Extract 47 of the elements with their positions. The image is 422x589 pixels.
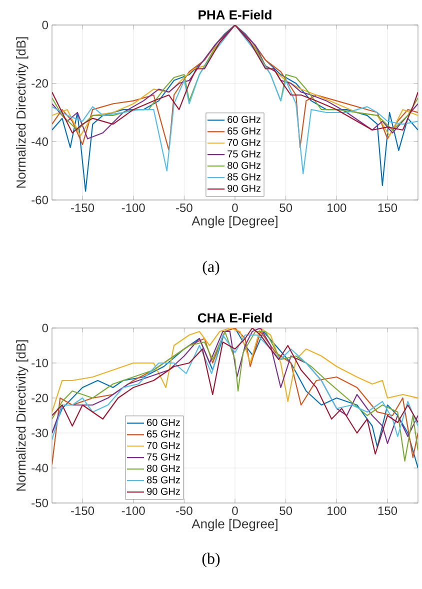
x-tick-label: 0 bbox=[232, 204, 238, 212]
legend-label: 90 GHz bbox=[147, 488, 180, 495]
x-tick-label: -150 bbox=[71, 204, 94, 212]
legend-label: 90 GHz bbox=[228, 184, 261, 192]
y-tick-label: -40 bbox=[32, 464, 48, 472]
x-tick-label: 150 bbox=[378, 506, 398, 516]
legend-label: 60 GHz bbox=[228, 116, 261, 123]
y-tick-label: -20 bbox=[32, 394, 48, 402]
legend-label: 75 GHz bbox=[147, 453, 180, 460]
legend-label: 65 GHz bbox=[147, 430, 180, 438]
x-tick-label: -150 bbox=[71, 506, 94, 516]
text: (b) bbox=[202, 552, 220, 568]
chart-title: CHA E-Field bbox=[198, 312, 272, 322]
y-tick-label: 0 bbox=[42, 324, 48, 332]
y-tick-label: -30 bbox=[32, 428, 48, 438]
legend-label: 60 GHz bbox=[147, 418, 180, 426]
x-tick-label: -50 bbox=[176, 506, 192, 516]
legend-label: 85 GHz bbox=[147, 476, 180, 484]
y-axis-title: Normalized Directivity [dB] bbox=[16, 37, 28, 188]
legend-label: 80 GHz bbox=[147, 464, 180, 472]
line-series bbox=[52, 328, 418, 413]
legend-label: 70 GHz bbox=[147, 442, 180, 449]
legend-label: 75 GHz bbox=[228, 150, 261, 158]
x-tick-label: 50 bbox=[280, 506, 292, 516]
x-tick-label: 50 bbox=[280, 204, 292, 212]
y-axis-title: Normalized Directivity [dB] bbox=[16, 340, 28, 491]
x-axis-title: Angle [Degree] bbox=[192, 518, 278, 532]
x-tick-label: 100 bbox=[328, 204, 346, 212]
y-tick-label: -50 bbox=[32, 498, 48, 508]
y-tick-label: -40 bbox=[32, 137, 48, 146]
x-tick-label: -100 bbox=[122, 506, 145, 516]
x-tick-label: 0 bbox=[232, 506, 238, 516]
x-axis-title: Angle [Degree] bbox=[192, 216, 278, 228]
x-tick-label: 150 bbox=[378, 204, 398, 212]
x-tick-label: 100 bbox=[328, 506, 346, 516]
y-tick-label: -60 bbox=[32, 196, 48, 204]
text: (a) bbox=[202, 260, 220, 276]
x-tick-label: -50 bbox=[176, 204, 192, 212]
y-tick-label: 0 bbox=[42, 20, 48, 30]
legend-label: 80 GHz bbox=[228, 162, 261, 169]
x-tick-label: -100 bbox=[122, 204, 145, 212]
y-tick-label: -10 bbox=[32, 358, 48, 368]
chart-title: PHA E-Field bbox=[198, 10, 272, 20]
legend-label: 85 GHz bbox=[228, 173, 261, 180]
y-tick-label: -20 bbox=[32, 79, 48, 88]
legend-label: 65 GHz bbox=[228, 127, 261, 134]
legend-label: 70 GHz bbox=[228, 138, 261, 146]
